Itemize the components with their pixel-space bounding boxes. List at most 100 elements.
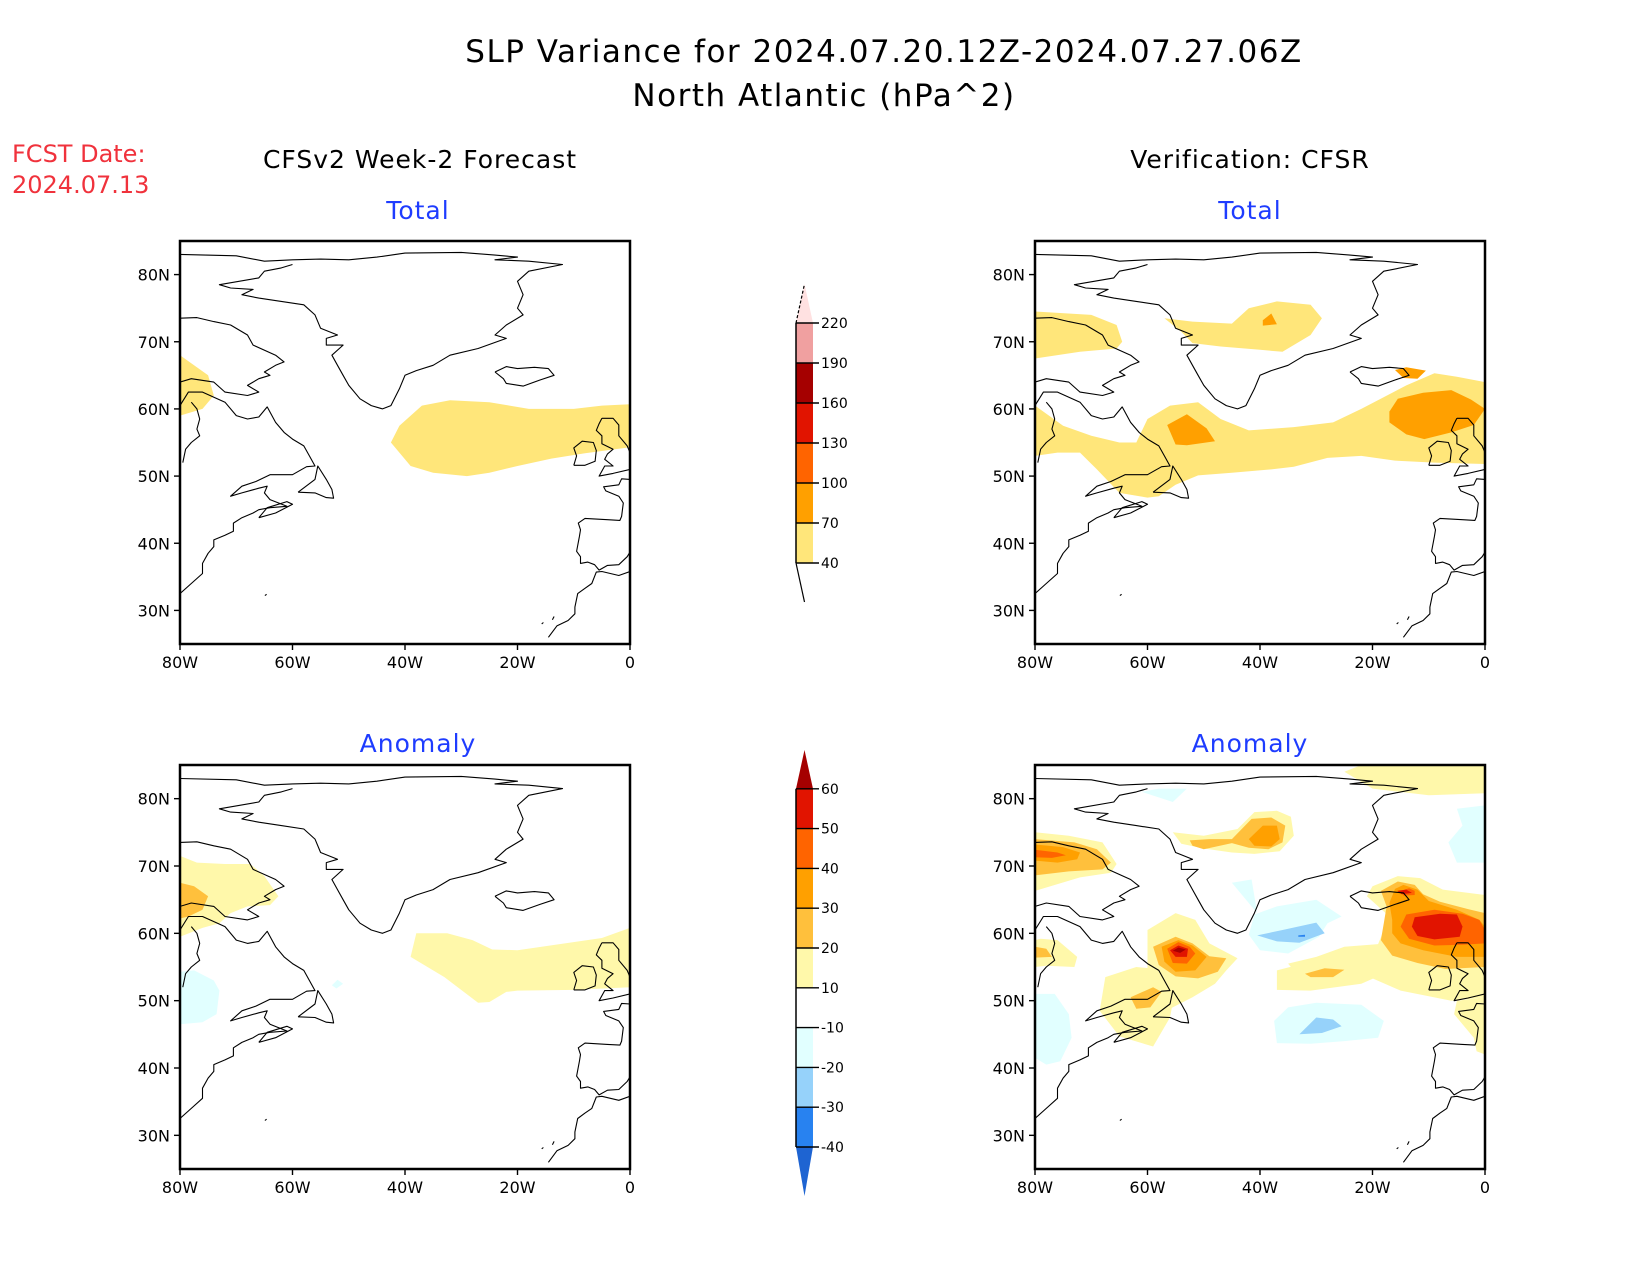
contour-fill-70 [1389,390,1485,440]
coastline [297,990,335,1024]
coastline [1035,251,1419,410]
coastline [541,622,544,625]
colorbar-upper-triangle [796,284,813,323]
coastline [494,366,555,387]
contour-fill-60 [1172,947,1186,953]
colorbar-segment [796,828,813,869]
coastline [1035,775,1419,934]
coastline [1431,1002,1485,1096]
colorbar-tick-label: -20 [821,1060,844,1076]
colorbar-lower-triangle [796,1147,813,1196]
y-tick-label: 50N [138,467,170,486]
fcst-date-value: 2024.07.13 [12,171,149,199]
colorbar-tick-label: 40 [821,556,839,572]
y-tick-label: 50N [993,992,1025,1011]
colorbar-segment [796,868,813,909]
contour-fill-10 [1454,997,1485,1055]
colorbar-tick-label: 50 [821,822,839,838]
verification-anomaly-map: 80W 60W 40W 20W 0 30N 40N 50N 60N 70N 80N [993,763,1490,1197]
x-tick-label: 60W [1129,653,1165,672]
coastline [1450,942,1485,1002]
contour-fill-20 [1305,968,1345,978]
colorbar-upper-edge [795,283,806,324]
coastline [1349,366,1410,387]
colorbar-tick-label: 100 [821,476,848,492]
coastline [1402,1095,1485,1163]
contour-fill-70 [1262,313,1277,326]
y-tick-label: 50N [993,467,1025,486]
verification-column-header: Verification: CFSR [1130,145,1369,174]
contour-fill-neg10 [1448,805,1485,863]
verification-total-map: 80W 60W 40W 20W 0 30N 40N 50N 60N 70N 80N [993,239,1490,672]
colorbar-segment [796,948,813,988]
y-tick-label: 40N [138,534,170,553]
contour-fill-10 [1035,938,1078,967]
contour-fill-70 [1167,414,1215,446]
coastline [182,926,201,988]
coastline [547,570,630,638]
colorbar-tick-label: 40 [821,861,839,877]
contour-fill-20 [180,882,209,919]
colorbar-tick-label: 10 [821,981,839,997]
total-colorbar: 40 70 100 130 160 190 220 [795,283,848,603]
y-tick-label: 40N [993,534,1025,553]
colorbar-tick-label: 60 [821,782,839,798]
forecast-total-subtitle: Total [385,196,449,225]
coastline [1349,890,1410,911]
chart-subtitle: North Atlantic (hPa^2) [632,78,1015,114]
colorbar-tick-label: -10 [821,1021,844,1037]
coastline [180,915,316,1119]
contour-fill-40 [1164,301,1322,352]
coastline [264,1118,267,1121]
x-tick-label: 40W [1242,653,1278,672]
colorbar-segment [796,403,813,443]
x-tick-label: 80W [162,653,198,672]
x-tick-label: 60W [274,1178,310,1197]
contour-fill-neg20 [1257,922,1325,943]
x-tick-label: 0 [1480,1178,1490,1197]
forecast-total-map: 80W 60W 40W 20W 0 30N 40N 50N 60N 70N 80N [138,239,635,672]
colorbar-segment [796,788,813,829]
x-tick-label: 40W [387,1178,423,1197]
contour-fill-50 [1411,913,1463,940]
x-tick-label: 80W [1017,653,1053,672]
y-tick-label: 80N [993,790,1025,809]
contour-fill-neg10 [1231,879,1258,914]
coastline [494,890,555,911]
coastline [1152,465,1190,499]
colorbar-tick-label: 70 [821,516,839,532]
y-tick-label: 30N [993,1126,1025,1145]
colorbar-lower-tail [795,562,806,603]
y-tick-label: 70N [138,857,170,876]
x-tick-label: 20W [1354,1178,1390,1197]
coastline [182,401,201,463]
y-tick-label: 70N [138,333,170,352]
colorbar-segment [796,908,813,948]
x-tick-label: 60W [1129,1178,1165,1197]
colorbar-tick-label: 220 [821,316,848,332]
coastline [1035,915,1171,1119]
contour-fill-neg20 [1299,1017,1342,1035]
x-tick-label: 0 [625,653,635,672]
coastline [1113,1025,1149,1043]
x-tick-label: 0 [625,1178,635,1197]
coastline [551,616,555,621]
x-tick-label: 80W [1017,1178,1053,1197]
colorbar-tick-label: -30 [821,1100,844,1116]
coastline [547,1095,630,1163]
coastline [595,417,630,477]
coastline [180,251,564,410]
x-tick-label: 80W [162,1178,198,1197]
coastline [1396,622,1399,625]
coastline [1113,501,1149,519]
coastline [595,942,630,1002]
colorbar-segment [796,987,813,1028]
forecast-anomaly-subtitle: Anomaly [360,729,477,758]
coastline [1119,1118,1122,1121]
colorbar-segment [796,1067,813,1108]
fcst-date-label: FCST Date: [12,140,146,168]
colorbar-tick-label: 130 [821,436,848,452]
verification-total-subtitle: Total [1217,196,1281,225]
coastline [180,775,564,934]
contour-fill-neg10 [1248,899,1342,954]
